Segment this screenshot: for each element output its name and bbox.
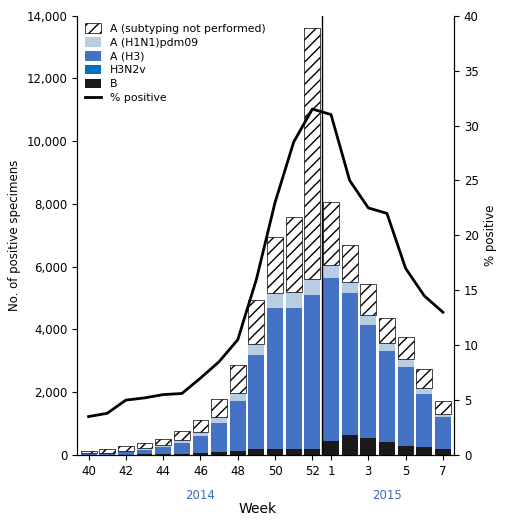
Bar [192, 432, 208, 436]
Bar [118, 451, 134, 454]
Bar [155, 439, 171, 446]
Bar [230, 451, 246, 455]
Bar [435, 414, 451, 417]
Bar [174, 454, 190, 455]
Text: 2014: 2014 [186, 490, 215, 503]
Text: Week: Week [239, 502, 277, 516]
Bar [230, 393, 246, 401]
Bar [80, 451, 96, 453]
Y-axis label: % positive: % positive [484, 204, 497, 266]
Bar [416, 369, 432, 388]
Bar [342, 245, 358, 282]
Bar [137, 454, 152, 455]
Bar [137, 450, 152, 454]
Bar [118, 447, 134, 450]
Bar [379, 317, 395, 343]
Bar [360, 315, 376, 325]
Bar [398, 337, 413, 359]
Bar [286, 308, 302, 449]
Bar [137, 449, 152, 450]
Bar [99, 452, 115, 453]
Bar [398, 446, 413, 455]
Bar [249, 355, 264, 449]
Bar [379, 442, 395, 455]
Bar [379, 343, 395, 351]
Bar [304, 449, 320, 455]
Bar [435, 417, 451, 449]
Bar [323, 202, 339, 265]
Bar [379, 351, 395, 442]
Bar [80, 454, 96, 455]
Bar [416, 394, 432, 447]
Bar [155, 446, 171, 447]
Y-axis label: No. of positive specimens: No. of positive specimens [8, 160, 21, 311]
Bar [211, 423, 227, 452]
Bar [137, 444, 152, 449]
Bar [416, 388, 432, 394]
Bar [304, 28, 320, 279]
Bar [286, 217, 302, 292]
Bar [267, 449, 283, 455]
Bar [230, 365, 246, 393]
Bar [286, 292, 302, 308]
Bar [174, 443, 190, 454]
Bar [174, 431, 190, 440]
Bar [99, 453, 115, 455]
Bar [211, 399, 227, 417]
Bar [99, 449, 115, 452]
Bar [360, 284, 376, 315]
Bar [192, 436, 208, 453]
Bar [267, 293, 283, 308]
Bar [398, 367, 413, 446]
Bar [360, 438, 376, 455]
Text: 2015: 2015 [372, 490, 402, 503]
Legend: A (subtyping not performed), A (H1N1)pdm09, A (H3), H3N2v, B, % positive: A (subtyping not performed), A (H1N1)pdm… [83, 21, 268, 105]
Bar [249, 344, 264, 355]
Bar [342, 293, 358, 435]
Bar [323, 265, 339, 278]
Bar [304, 279, 320, 295]
Bar [174, 440, 190, 443]
Bar [211, 417, 227, 423]
Bar [286, 449, 302, 455]
Bar [435, 401, 451, 414]
Bar [249, 300, 264, 344]
Bar [342, 282, 358, 293]
Bar [323, 278, 339, 441]
Bar [118, 450, 134, 451]
Bar [192, 419, 208, 432]
Bar [342, 435, 358, 455]
Bar [435, 449, 451, 455]
Bar [398, 359, 413, 367]
Bar [267, 237, 283, 293]
Bar [230, 401, 246, 451]
Bar [416, 447, 432, 455]
Bar [155, 447, 171, 454]
Bar [249, 449, 264, 455]
Bar [360, 325, 376, 438]
Bar [304, 295, 320, 449]
Bar [155, 454, 171, 455]
Bar [211, 452, 227, 455]
Bar [323, 441, 339, 455]
Bar [267, 308, 283, 449]
Bar [192, 453, 208, 455]
